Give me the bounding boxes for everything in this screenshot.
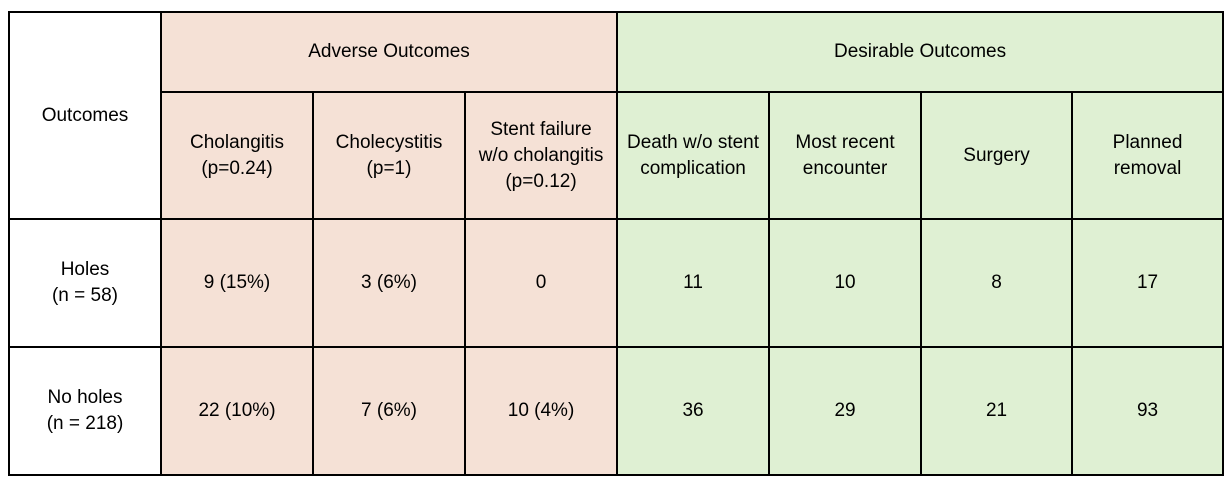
column-header-cholangitis: Cholangitis (p=0.24) (160, 91, 314, 220)
column-header-line: Cholecystitis (335, 131, 443, 153)
column-header-line: Most recent (795, 131, 895, 153)
table-cell: 17 (1071, 218, 1225, 348)
table-cell: 22 (10%) (160, 346, 314, 476)
group-header-row: Outcomes Adverse Outcomes Desirable Outc… (8, 11, 1225, 220)
column-header-line: Planned (1112, 131, 1183, 153)
desirable-outcomes-header: Desirable Outcomes (616, 11, 1225, 93)
column-header-line: (p=0.24) (201, 157, 273, 179)
row-label-line: Holes (60, 259, 110, 280)
column-header-line: Death w/o stent (627, 131, 760, 153)
table-cell: 3 (6%) (312, 218, 466, 348)
table-cell: 7 (6%) (312, 346, 466, 476)
row-header-label: Outcomes (8, 11, 162, 220)
column-header-surgery: Surgery (920, 91, 1074, 220)
row-label-line: (n = 58) (51, 285, 118, 306)
column-header-most-recent-encounter: Most recent encounter (768, 91, 923, 220)
table-cell: 8 (920, 218, 1074, 348)
column-header-row: Cholangitis (p=0.24) Cholecystitis (p=1)… (9, 91, 1225, 220)
row-label-line: No holes (47, 387, 123, 408)
column-header-line: complication (640, 157, 746, 179)
table-cell: 29 (768, 346, 923, 476)
column-header-cholecystitis: Cholecystitis (p=1) (312, 91, 466, 220)
table-cell: 21 (920, 346, 1074, 476)
column-header-line: Cholangitis (190, 131, 284, 153)
table-cell: 10 (768, 218, 923, 348)
column-header-line: (p=1) (366, 157, 412, 179)
table-cell: 93 (1071, 346, 1225, 476)
table-row: No holes (n = 218) 22 (10%) 7 (6%) 10 (4… (8, 346, 1225, 476)
outcomes-table: Outcomes Adverse Outcomes Desirable Outc… (8, 11, 1225, 476)
table-cell: 11 (616, 218, 771, 348)
column-header-line: Stent failure (490, 118, 592, 140)
column-header-line: removal (1113, 157, 1182, 179)
column-header-line: Surgery (963, 144, 1030, 166)
table-cell: 36 (616, 346, 771, 476)
row-label-holes: Holes (n = 58) (8, 218, 162, 348)
column-header-planned-removal: Planned removal (1071, 91, 1225, 220)
column-header-line: (p=0.12) (505, 170, 577, 192)
adverse-outcomes-header: Adverse Outcomes (159, 11, 619, 93)
column-header-death: Death w/o stent complication (616, 91, 771, 220)
column-header-line: w/o cholangitis (478, 144, 604, 166)
column-header-stent-failure: Stent failure w/o cholangitis (p=0.12) (463, 91, 619, 220)
table-row: Holes (n = 58) 9 (15%) 3 (6%) 0 11 10 8 … (8, 218, 1225, 348)
row-label-no-holes: No holes (n = 218) (8, 346, 162, 476)
column-header-line: encounter (802, 157, 888, 179)
table-cell: 10 (4%) (463, 346, 619, 476)
table-cell: 9 (15%) (160, 218, 314, 348)
row-label-line: (n = 218) (46, 413, 124, 434)
table-cell: 0 (463, 218, 619, 348)
